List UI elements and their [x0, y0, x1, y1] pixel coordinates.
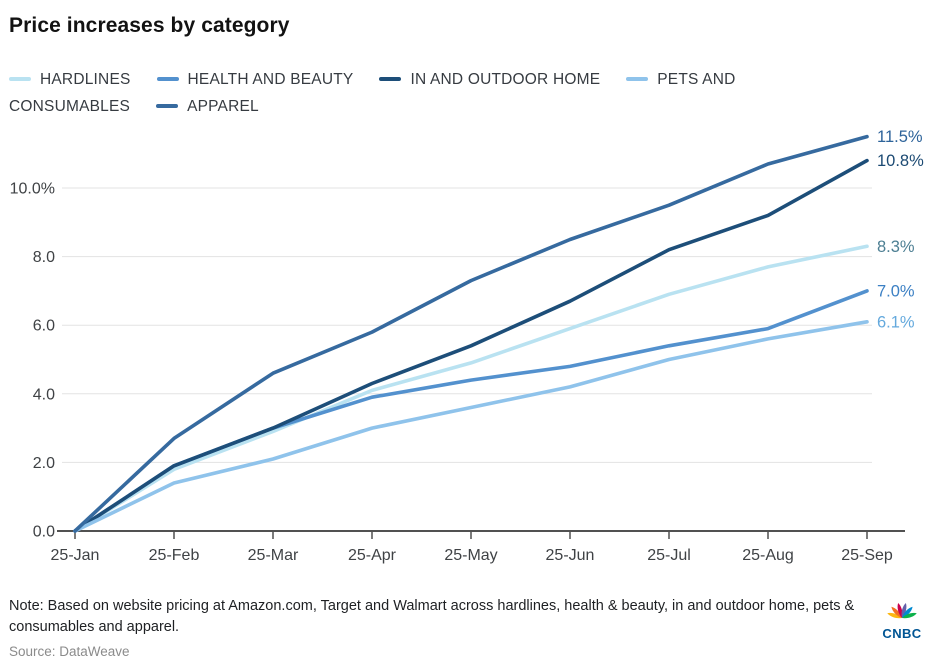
- legend-label: HEALTH AND BEAUTY: [187, 71, 354, 88]
- x-axis-tick-label: 25-Apr: [348, 547, 397, 564]
- legend-label: HARDLINES: [40, 71, 131, 88]
- cnbc-logo: CNBC: [878, 592, 926, 641]
- peacock-icon: [887, 602, 917, 619]
- source-credit: Source: DataWeave: [9, 644, 130, 659]
- legend-item-pets-and-consumables: PETS AND CONSUMABLES: [9, 71, 736, 115]
- y-axis-tick-label: 8.0: [33, 249, 55, 266]
- series-line-in-and-outdoor-home: [73, 158, 869, 533]
- series-line-pets-and-consumables: [73, 320, 869, 533]
- legend-item-apparel: APPAREL: [156, 98, 259, 115]
- legend-label: PETS AND CONSUMABLES: [9, 71, 736, 115]
- y-axis-tick-label: 0.0: [33, 524, 55, 541]
- legend-item-hardlines: HARDLINES: [9, 71, 131, 88]
- series-line-apparel: [73, 134, 869, 533]
- legend: HARDLINES HEALTH AND BEAUTY IN AND OUTDOOR…: [9, 66, 809, 120]
- legend-swatch: [626, 77, 649, 81]
- legend-label: IN AND OUTDOOR HOME: [410, 71, 601, 88]
- peacock-feather: [891, 606, 902, 618]
- peacock-feather: [902, 606, 913, 618]
- x-axis-tick-label: 25-Jul: [647, 547, 691, 564]
- footnote: Note: Based on website pricing at Amazon…: [9, 598, 855, 635]
- peacock-feather: [901, 602, 907, 618]
- line-chart: 0.0 2.0 4.0 6.0 8.0 10.0% 25-Jan 25-Feb 25-Mar 25…: [10, 128, 924, 564]
- peacock-feather: [902, 612, 917, 619]
- y-axis-tick-label: 10.0%: [10, 181, 55, 198]
- series-line-health-and-beauty: [73, 289, 869, 533]
- legend-swatch: [379, 77, 402, 81]
- series-end-label: 7.0%: [877, 282, 915, 300]
- chart-title: Price increases by category: [9, 14, 290, 37]
- legend-swatch: [9, 77, 31, 81]
- series-end-label: 6.1%: [877, 313, 915, 331]
- x-axis-tick-label: 25-Mar: [248, 547, 299, 564]
- x-axis-tick-label: 25-Sep: [841, 547, 893, 564]
- y-axis-tick-label: 4.0: [33, 386, 55, 403]
- x-axis-tick-label: 25-Feb: [149, 547, 200, 564]
- series-line-hardlines: [73, 244, 869, 533]
- legend-item-health-and-beauty: HEALTH AND BEAUTY: [156, 71, 354, 88]
- legend-item-in-and-outdoor-home: IN AND OUTDOOR HOME: [379, 71, 600, 88]
- y-axis-tick-label: 6.0: [33, 318, 55, 335]
- legend-label: APPAREL: [187, 98, 259, 115]
- legend-swatch: [156, 104, 179, 108]
- x-axis-tick-label: 25-Aug: [742, 547, 794, 564]
- peacock-feather: [887, 612, 902, 619]
- peacock-feather: [897, 602, 903, 618]
- series-end-label: 11.5%: [877, 128, 923, 146]
- x-axis-tick-label: 25-Jun: [546, 547, 595, 564]
- x-axis-tick-label: 25-May: [444, 547, 497, 564]
- x-axis-tick-label: 25-Jan: [51, 547, 100, 564]
- series-end-label: 8.3%: [877, 238, 915, 256]
- y-axis-tick-label: 2.0: [33, 455, 55, 472]
- series-end-label: 10.8%: [877, 152, 924, 170]
- legend-swatch: [156, 77, 179, 81]
- logo-text: CNBC: [882, 626, 922, 641]
